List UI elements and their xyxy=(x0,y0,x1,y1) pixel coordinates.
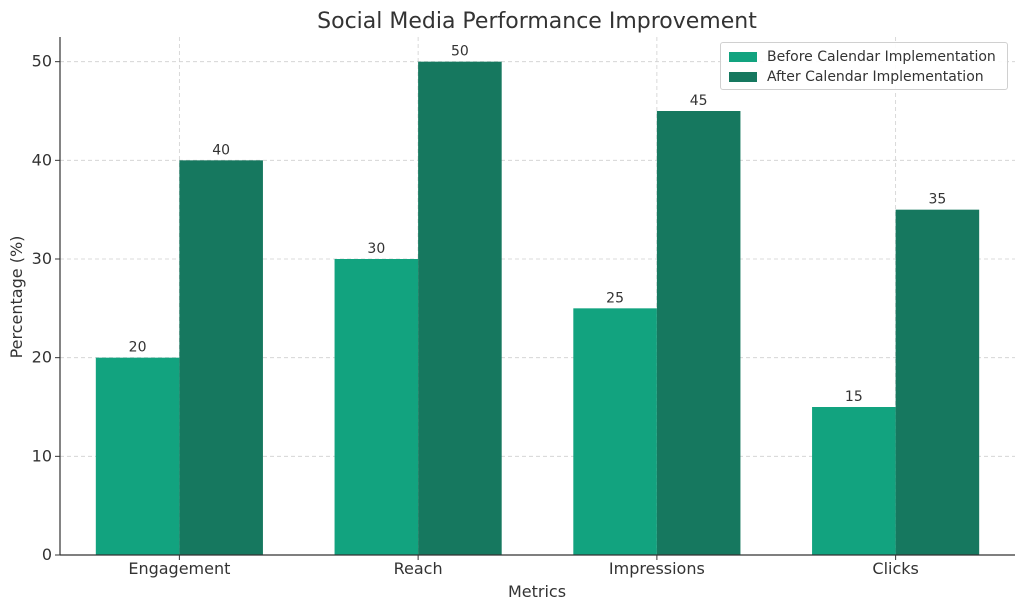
legend-label-after: After Calendar Implementation xyxy=(767,69,984,85)
data-labels: 20 30 25 15 40 50 45 35 xyxy=(129,44,947,405)
data-label: 35 xyxy=(928,192,946,208)
bar-after-clicks xyxy=(895,209,980,555)
y-tick-label: 50 xyxy=(32,52,52,71)
x-tick-label: Reach xyxy=(394,559,443,578)
legend-swatch-before xyxy=(729,52,757,62)
bar-before-reach xyxy=(334,259,419,555)
chart-title: Social Media Performance Improvement xyxy=(317,9,757,34)
legend-label-before: Before Calendar Implementation xyxy=(767,49,996,65)
y-tick-label: 30 xyxy=(32,249,52,268)
y-tick-label: 20 xyxy=(32,348,52,367)
y-tick-label: 0 xyxy=(42,545,52,564)
x-tick-label: Engagement xyxy=(128,559,230,578)
data-label: 40 xyxy=(212,142,230,158)
data-label: 15 xyxy=(845,389,863,405)
bar-after-reach xyxy=(418,61,502,556)
x-tick-label: Clicks xyxy=(872,559,918,578)
bars xyxy=(95,61,980,556)
bar-after-engagement xyxy=(179,160,263,556)
legend-swatch-after xyxy=(729,72,757,82)
y-tick-label: 10 xyxy=(32,446,52,465)
data-label: 30 xyxy=(367,241,385,257)
legend-item-before: Before Calendar Implementation xyxy=(729,47,999,67)
tick-labels: 0 10 20 30 40 50 Engagement Reach Impressions Cli… xyxy=(32,52,919,578)
y-tick-label: 40 xyxy=(32,150,52,169)
x-axis-label: Metrics xyxy=(508,582,566,601)
axes xyxy=(59,37,1015,556)
bar-before-impressions xyxy=(573,308,657,555)
data-label: 45 xyxy=(690,93,708,109)
data-label: 25 xyxy=(606,290,624,306)
bar-before-clicks xyxy=(812,407,896,555)
legend-item-after: After Calendar Implementation xyxy=(729,67,999,87)
bar-after-impressions xyxy=(656,111,741,555)
x-tick-label: Impressions xyxy=(609,559,705,578)
chart-legend: Before Calendar Implementation After Cal… xyxy=(720,42,1008,90)
y-axis-label: Percentage (%) xyxy=(7,236,26,359)
data-label: 20 xyxy=(129,340,147,356)
data-label: 50 xyxy=(451,44,469,60)
bar-before-engagement xyxy=(95,357,180,555)
